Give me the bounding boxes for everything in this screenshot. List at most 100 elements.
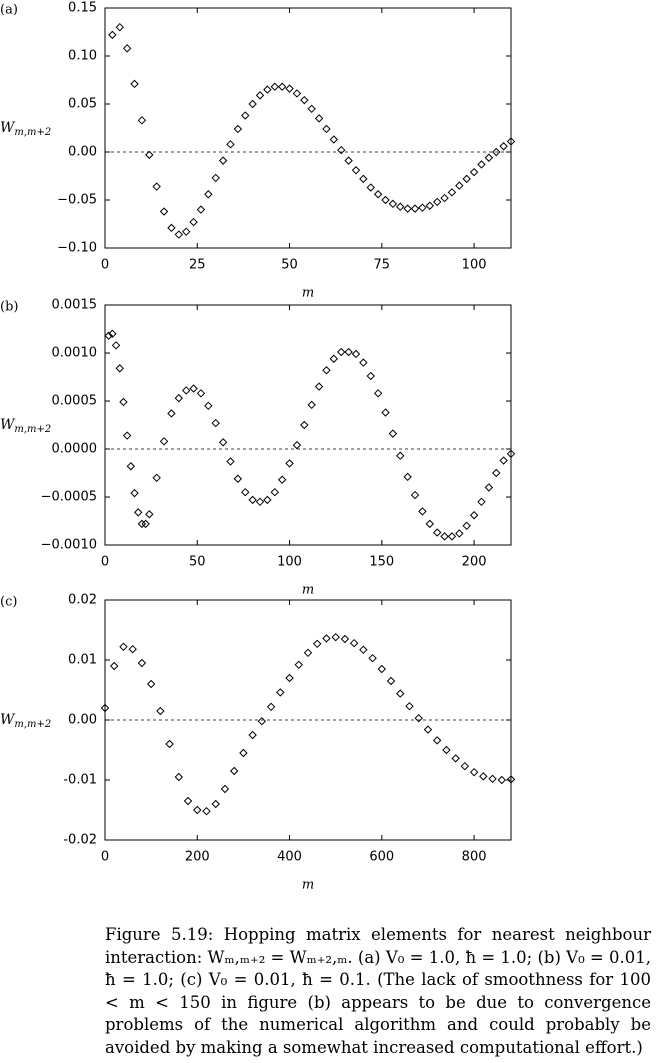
point	[359, 174, 368, 184]
point	[104, 331, 113, 340]
point	[189, 217, 198, 227]
point	[263, 85, 272, 94]
point	[174, 772, 184, 782]
point	[381, 195, 390, 205]
y-label-sub: m,m+2	[14, 719, 51, 730]
x-tick-label: 400	[277, 850, 302, 865]
x-tick-label: 0	[101, 258, 109, 273]
point	[479, 772, 488, 781]
point	[442, 745, 451, 755]
point	[340, 634, 350, 644]
point	[241, 487, 250, 497]
point	[181, 227, 191, 236]
y-axis-label: Wm,m+2	[0, 120, 51, 138]
point	[440, 532, 449, 541]
point	[193, 805, 202, 815]
y-label-sub: m,m+2	[14, 127, 51, 138]
point	[447, 532, 457, 541]
point	[204, 190, 213, 199]
point	[241, 111, 250, 120]
point	[359, 645, 368, 655]
point	[410, 204, 420, 213]
point	[329, 354, 339, 363]
point	[152, 182, 161, 191]
point	[159, 207, 169, 216]
point	[388, 429, 398, 438]
point	[285, 84, 294, 93]
point	[300, 95, 309, 105]
point	[497, 775, 506, 785]
point	[211, 173, 220, 183]
point	[211, 799, 220, 809]
point	[432, 528, 442, 537]
point	[270, 487, 279, 497]
point	[137, 519, 147, 529]
point	[270, 82, 279, 91]
point	[141, 519, 150, 529]
point	[366, 183, 375, 192]
point	[484, 153, 494, 162]
point	[145, 150, 154, 160]
point	[314, 382, 324, 391]
point	[115, 364, 124, 373]
point	[146, 679, 156, 689]
x-tick-label: 50	[281, 258, 298, 273]
point	[414, 713, 423, 723]
x-tick-label: 200	[185, 850, 210, 865]
point	[373, 389, 383, 398]
point	[314, 114, 324, 123]
x-tick-label: 0	[101, 555, 109, 570]
point	[204, 401, 213, 411]
point	[202, 806, 211, 816]
point	[423, 725, 433, 734]
point	[307, 400, 316, 410]
point	[218, 438, 228, 447]
point	[506, 775, 516, 784]
x-tick-label: 100	[462, 258, 487, 273]
point	[292, 89, 302, 98]
point	[111, 341, 121, 350]
point	[108, 30, 117, 40]
point	[115, 22, 124, 32]
point	[294, 660, 303, 670]
x-tick-label: 800	[462, 850, 487, 865]
point	[377, 664, 387, 674]
y-tick-label: -0.01	[63, 773, 97, 788]
point	[455, 181, 464, 190]
point	[492, 147, 501, 157]
point	[396, 451, 405, 460]
point	[218, 156, 228, 165]
point	[329, 135, 339, 144]
point	[410, 490, 420, 500]
x-axis-label: m	[302, 583, 314, 598]
point	[174, 230, 184, 239]
panel-label: (b)	[0, 300, 18, 315]
point	[349, 638, 359, 648]
point	[432, 736, 442, 745]
figure: (a) Wm,m+2 m −0.10 −0.05 0.00 0.05 0.10 0.15 0 25 5…	[0, 1, 516, 893]
point	[220, 784, 230, 794]
y-tick-label: 0.0000	[52, 442, 98, 457]
point	[248, 495, 257, 505]
point	[145, 510, 154, 519]
point	[285, 673, 294, 683]
y-tick-label: 0.0015	[52, 298, 98, 313]
point	[373, 190, 383, 199]
y-tick-label: 0.0010	[52, 346, 98, 361]
point	[405, 701, 414, 711]
point	[189, 384, 198, 393]
x-axis-label: m	[302, 286, 314, 301]
x-tick-label: 50	[189, 555, 206, 570]
point	[307, 104, 316, 114]
y-tick-label: 0.05	[68, 97, 97, 112]
point	[506, 449, 516, 459]
point	[488, 774, 497, 784]
point	[276, 688, 285, 697]
point	[130, 488, 139, 498]
point	[156, 706, 165, 716]
point	[447, 188, 457, 197]
point	[469, 511, 479, 520]
point	[167, 409, 176, 418]
point	[266, 702, 276, 712]
